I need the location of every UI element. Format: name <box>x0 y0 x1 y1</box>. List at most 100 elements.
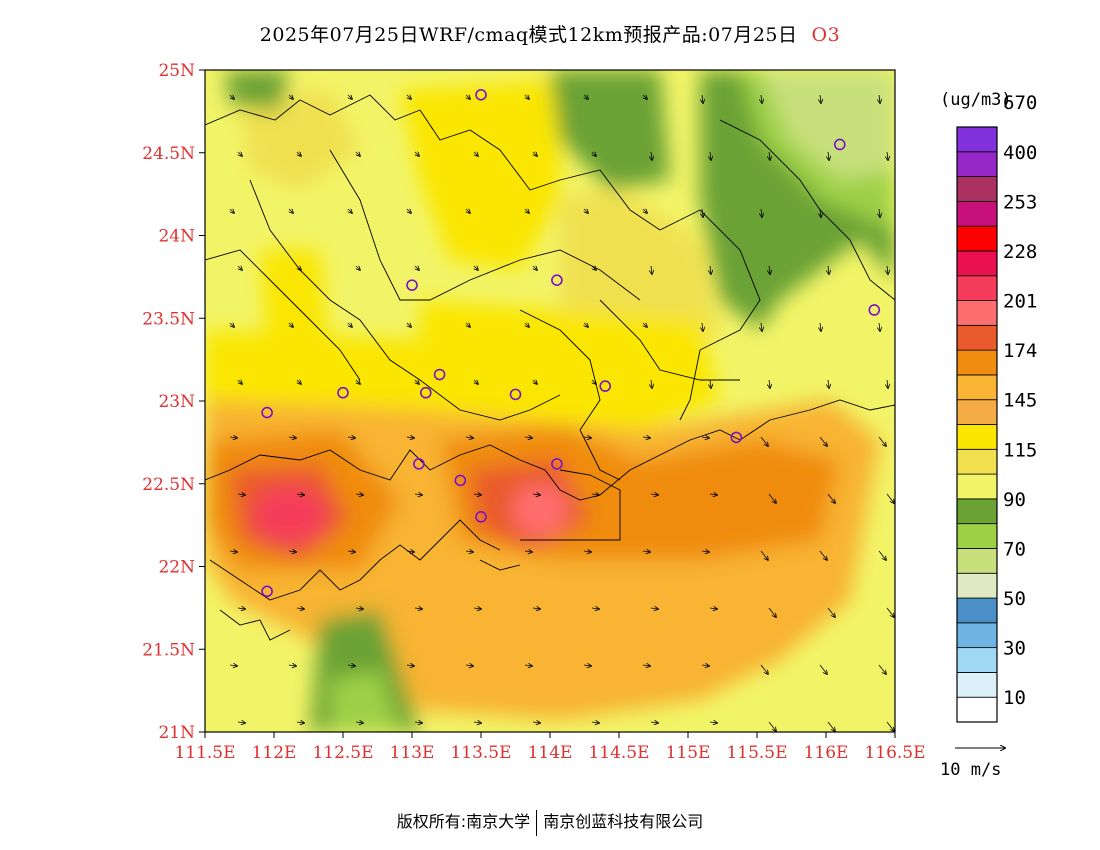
figure-title: 2025年07月25日WRF/cmaq模式12km预报产品:07月25日 O3 <box>0 20 1100 47</box>
wind-arrow <box>828 265 829 274</box>
field-band-90-nw <box>225 70 290 110</box>
wind-arrow <box>761 208 762 217</box>
wind-arrow <box>769 265 770 274</box>
lat-tick-label: 23N <box>158 392 195 412</box>
lon-tick-label: 115E <box>666 743 711 763</box>
wind-arrow <box>524 551 532 552</box>
legend-swatch <box>956 622 998 649</box>
wind-arrow <box>760 664 768 674</box>
wind-arrow <box>761 94 762 103</box>
legend-label: 115 <box>1003 439 1037 461</box>
wind-arrow <box>288 437 296 438</box>
wind-arrow <box>532 494 540 495</box>
wind-arrow <box>879 208 880 217</box>
company-text: 南京创蓝科技有限公司 <box>543 812 704 831</box>
lat-tick-label: 21N <box>158 723 195 743</box>
legend-swatch <box>956 473 998 500</box>
wind-arrow <box>289 95 293 99</box>
wind-arrow <box>878 436 886 446</box>
wind-arrow <box>651 151 652 160</box>
wind-arrow <box>710 379 711 388</box>
wind-arrow <box>473 608 481 609</box>
wind-arrow <box>768 493 776 503</box>
wind-arrow <box>296 494 304 495</box>
wind-arrow <box>761 322 762 331</box>
legend-swatch <box>956 225 998 252</box>
wind-arrow <box>297 152 301 156</box>
wind-arrow <box>887 265 888 274</box>
field-peak-west <box>252 485 328 545</box>
legend-swatch <box>956 498 998 525</box>
wind-arrow <box>709 494 717 495</box>
title-text: 2025年07月25日WRF/cmaq模式12km预报产品:07月25日 <box>259 24 798 46</box>
legend-label: 253 <box>1003 191 1037 213</box>
legend-swatch <box>956 275 998 301</box>
field-band-70-s <box>330 670 400 732</box>
boundary-line-1 <box>205 94 761 421</box>
wind-arrow <box>466 95 470 99</box>
station-marker <box>454 474 467 487</box>
station-marker <box>730 431 743 444</box>
legend-frame <box>956 126 998 723</box>
boundary-line-5 <box>519 309 621 481</box>
wind-arrow <box>819 436 827 446</box>
wind-arrow <box>474 380 478 384</box>
wind-arrow <box>229 665 237 666</box>
legend-swatch <box>956 151 998 177</box>
wind-arrow <box>474 266 478 270</box>
wind-arrow <box>650 608 658 609</box>
wind-arrow <box>760 436 768 446</box>
wind-arrow <box>591 494 599 495</box>
station-marker <box>337 386 349 399</box>
wind-arrow <box>642 665 650 666</box>
legend-swatch <box>956 672 998 698</box>
island-outline-1 <box>219 609 291 641</box>
legend-label: 201 <box>1003 291 1037 313</box>
wind-arrow <box>356 266 360 270</box>
wind-arrow <box>238 380 242 384</box>
wind-arrow <box>584 95 588 99</box>
station-marker <box>551 458 563 470</box>
wind-arrow <box>820 94 821 103</box>
boundary-line-6 <box>599 299 740 381</box>
wind-arrow <box>415 152 419 156</box>
wind-arrow <box>237 494 245 495</box>
wind-arrow <box>289 323 293 327</box>
wind-arrow <box>533 266 537 270</box>
wind-arrow <box>348 323 352 327</box>
boundary-line-3 <box>329 149 641 301</box>
legend-swatch <box>956 349 998 376</box>
station-marker <box>413 458 425 470</box>
wind-arrow <box>887 151 888 160</box>
legend-swatch <box>956 548 998 574</box>
wind-arrow <box>768 721 776 731</box>
wind-arrow <box>828 151 829 160</box>
wind-arrow <box>760 550 768 560</box>
wind-arrow <box>288 551 296 552</box>
wind-arrow <box>229 551 237 552</box>
copyright-text: 版权所有:南京大学 <box>396 812 531 831</box>
color-legend: 10 30 50 70 90 115 145 174 201 228 253 400 670 <box>956 92 1037 723</box>
lon-tick-label: 111.5E <box>174 743 235 763</box>
wind-arrow <box>819 664 827 674</box>
wind-arrow <box>820 208 821 217</box>
lat-tick-label: 22N <box>158 558 195 578</box>
wind-arrow <box>532 608 540 609</box>
wind-arrow <box>769 151 770 160</box>
wind-arrow <box>642 551 650 552</box>
wind-arrow <box>230 323 234 327</box>
wind-arrow <box>465 665 473 666</box>
wind-arrow <box>406 665 414 666</box>
wind-arrow <box>347 437 355 438</box>
wind-arrow <box>887 379 888 388</box>
wind-arrow <box>643 323 647 327</box>
hongkong-boundary <box>520 469 621 541</box>
pollutant-label: O3 <box>811 24 841 46</box>
wind-arrow <box>525 95 529 99</box>
lon-tick-label: 116.5E <box>864 743 925 763</box>
wind-arrow <box>879 322 880 331</box>
wind-arrow <box>356 380 360 384</box>
legend-swatch <box>956 324 998 351</box>
coastline-main <box>205 399 895 501</box>
wind-arrow <box>465 437 473 438</box>
